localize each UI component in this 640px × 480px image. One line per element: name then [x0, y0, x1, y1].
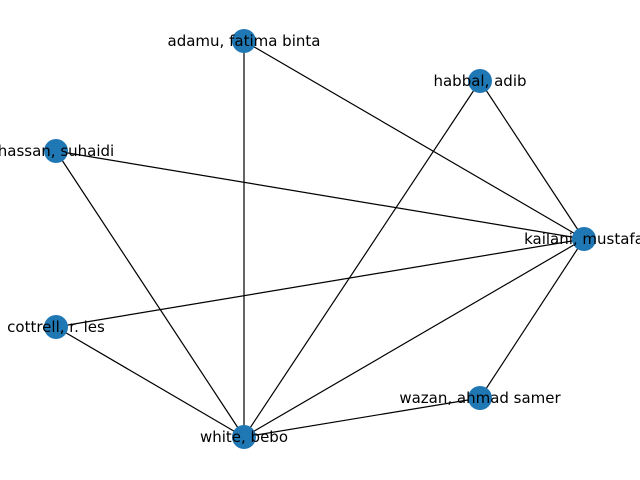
edge-habbal-white [243, 80, 481, 438]
node-label-habbal: habbal, adib [433, 72, 526, 90]
nodes [44, 29, 596, 449]
node-label-white: white, bebo [200, 428, 288, 446]
node-label-adamu: adamu, fatima binta [168, 32, 321, 50]
edge-adamu-kailani [243, 40, 585, 240]
node-adamu [232, 29, 256, 53]
node-wazan [468, 386, 492, 410]
edge-wazan-white [243, 397, 481, 438]
node-habbal [468, 69, 492, 93]
labels: adamu, fatima binta habbal, adib hassan, s… [0, 32, 640, 446]
node-label-hassan: hassan, suhaidi [0, 142, 114, 160]
node-label-wazan: wazan, ahmad samer [399, 389, 561, 407]
edge-hassan-kailani [55, 150, 585, 240]
edge-cottrell-white [55, 326, 245, 438]
edge-kailani-cottrell [55, 238, 585, 328]
edge-habbal-kailani [479, 80, 585, 240]
node-kailani [572, 227, 596, 251]
edge-kailani-white [243, 238, 585, 438]
node-white [232, 425, 256, 449]
edges [55, 40, 585, 438]
edge-kailani-wazan [479, 238, 585, 399]
node-label-kailani: kailani, mustafa [524, 230, 640, 248]
edge-hassan-white [55, 150, 245, 438]
node-hassan [44, 139, 68, 163]
node-cottrell [44, 315, 68, 339]
node-label-cottrell: cottrell, r. les [7, 318, 105, 336]
